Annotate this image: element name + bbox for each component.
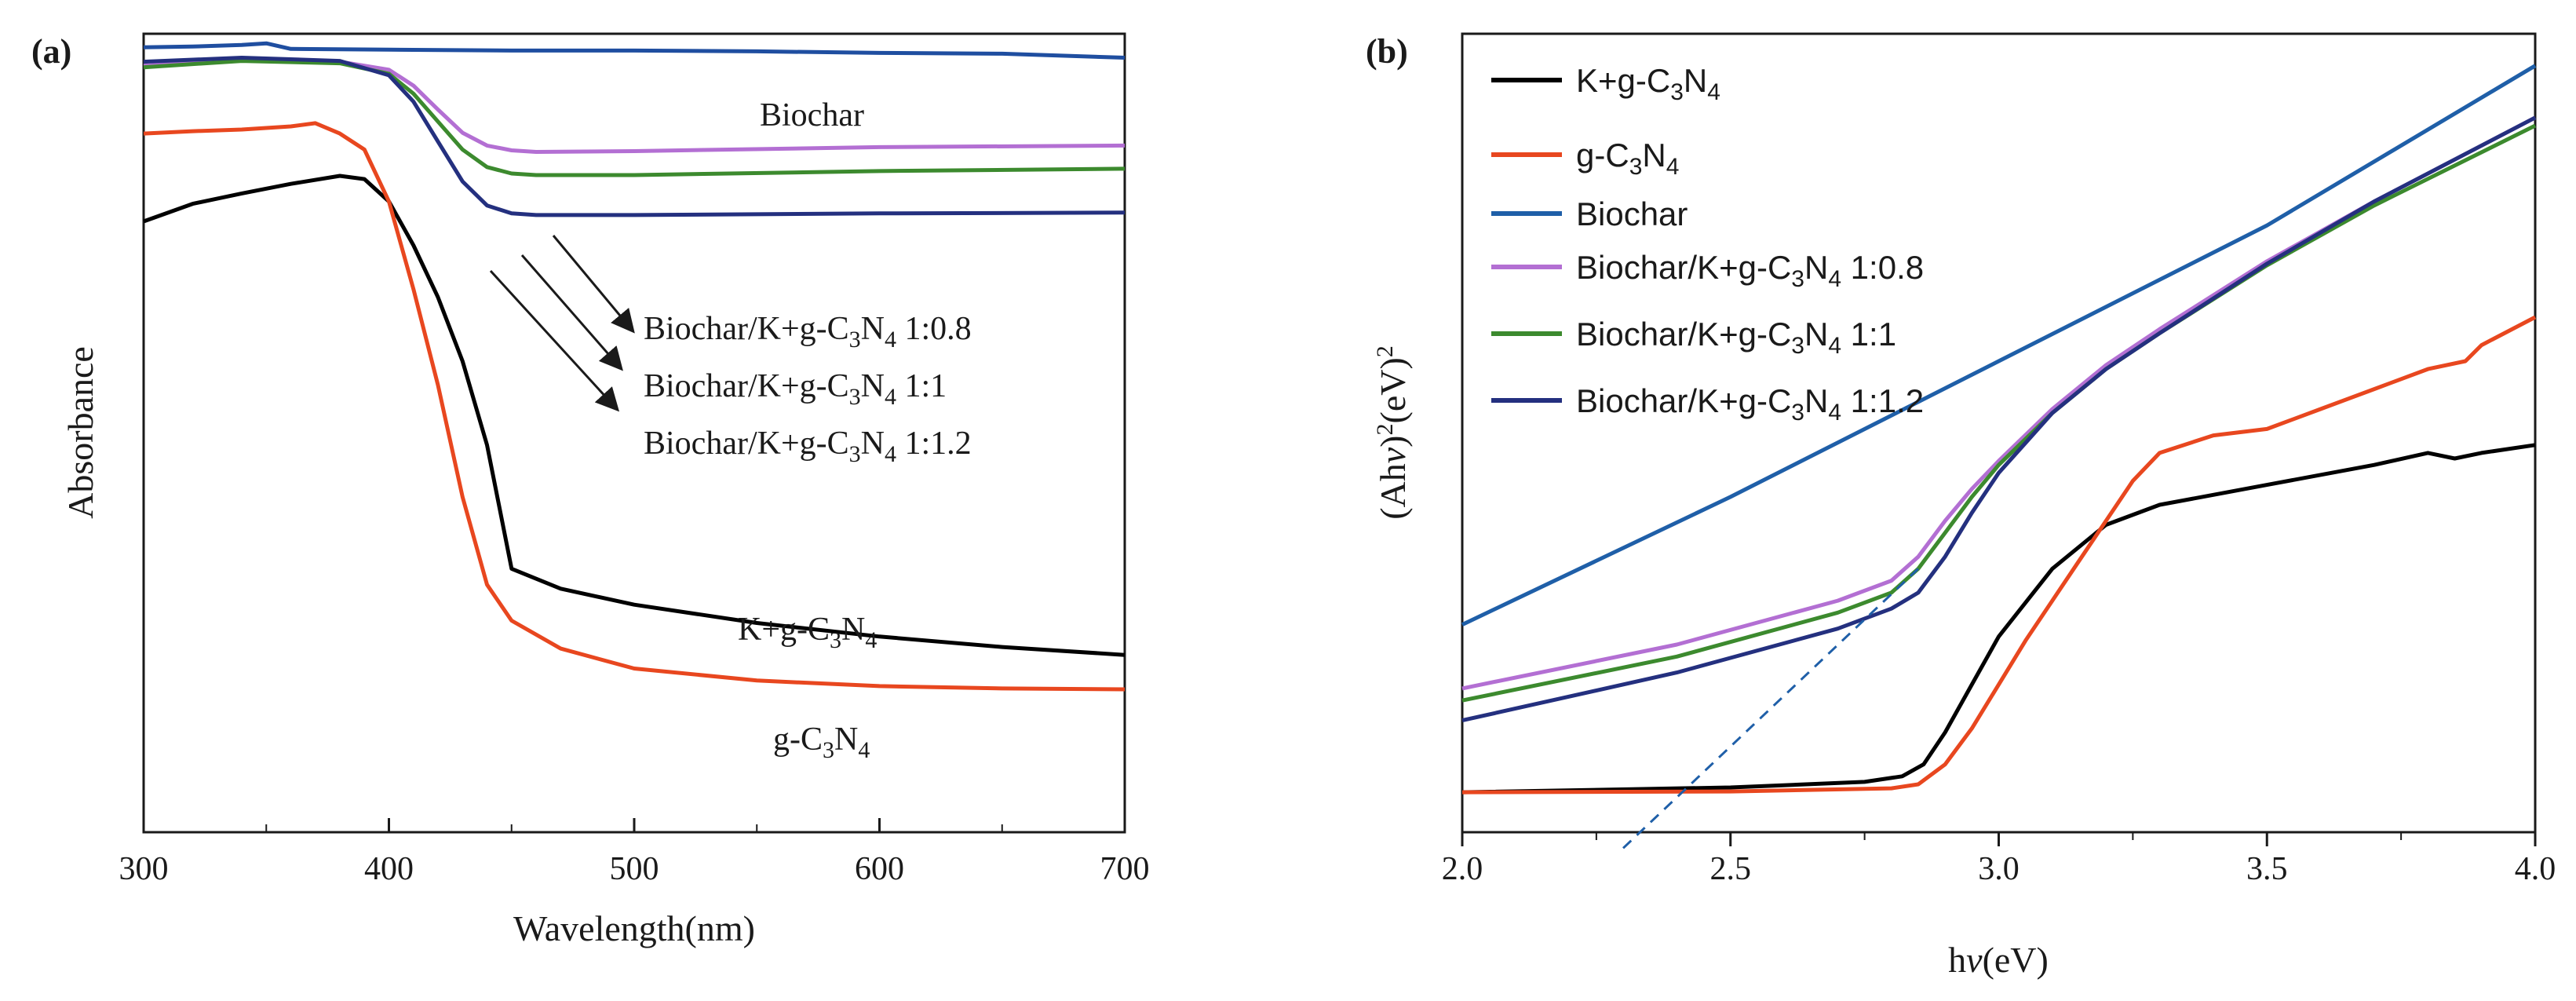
plot-a-frame [142, 32, 1126, 834]
plot-a-y-label: Absorbance [60, 346, 100, 519]
x-tick-label: 400 [364, 851, 414, 887]
legend-k-gcn: K+g-C3N4 [1576, 62, 1720, 105]
legend-ratio-1: Biochar/K+g-C3N4 1:1 [1576, 316, 1896, 359]
panel-a: (a) 300 400 500 600 700 Wavelength(nm) Absor… [31, 32, 1150, 948]
panel-a-label: (a) [31, 32, 71, 71]
series-line-b-3 [1461, 115, 2537, 691]
x-tick-label: 4.0 [2515, 851, 2556, 887]
x-tick-label: 2.5 [1710, 851, 1752, 887]
series-line-a-3 [143, 56, 1126, 217]
legend-gcn: g-C3N4 [1576, 137, 1679, 180]
plot-b-legend: K+g-C3N4 g-C3N4 Biochar Biochar/K+g-C3N4… [1491, 62, 1924, 426]
x-tick-label: 700 [1100, 851, 1150, 887]
series-line-b-2 [1461, 64, 2537, 627]
series-line-b-1 [1461, 315, 2537, 795]
anno-k-gcn: K+g-C3N4 [738, 612, 877, 653]
anno-ratio-1.2: Biochar/K+g-C3N4 1:1.2 [644, 426, 972, 467]
annotation-arrow-1 [520, 254, 623, 371]
x-tick-label: 2.0 [1442, 851, 1483, 887]
series-line-a-2 [143, 59, 1126, 177]
x-tick-label: 3.5 [2246, 851, 2288, 887]
anno-ratio-0.8: Biochar/K+g-C3N4 1:0.8 [644, 311, 972, 353]
x-tick-label: 3.0 [1978, 851, 2020, 887]
plot-a-x-ticks: 300 400 500 600 700 [119, 818, 1150, 887]
anno-gcn: g-C3N4 [773, 722, 870, 763]
plot-b-x-ticks: 2.0 2.5 3.0 3.5 4.0 [1442, 832, 2556, 887]
plot-b-series [1461, 64, 2537, 849]
panel-b-label: (b) [1366, 32, 1408, 71]
series-line-a-0 [143, 41, 1126, 60]
plot-a-arrows [489, 235, 635, 412]
annotation-arrow-2 [489, 269, 620, 412]
x-tick-label: 300 [119, 851, 169, 887]
x-tick-label: 500 [610, 851, 659, 887]
anno-biochar: Biochar [760, 97, 864, 133]
legend-ratio-0.8: Biochar/K+g-C3N4 1:0.8 [1576, 249, 1924, 292]
series-line-a-4 [143, 174, 1126, 657]
series-line-b-0 [1461, 443, 2536, 795]
plot-a-series [143, 41, 1126, 692]
tangent-line [1622, 568, 1920, 849]
legend-biochar: Biochar [1576, 195, 1688, 232]
plot-a-x-label: Wavelength(nm) [513, 908, 755, 948]
legend-ratio-1.2: Biochar/K+g-C3N4 1:1.2 [1576, 382, 1924, 426]
plot-b-y-label: (Ahv)2(eV)2 [1372, 345, 1413, 520]
series-line-b-5 [1461, 115, 2537, 723]
panel-b: (b) 2.0 2.5 3.0 3.5 4.0 hv(eV) (Ahv)2(eV)2 K… [1366, 32, 2556, 980]
plot-b-x-label: hv(eV) [1948, 940, 2049, 980]
series-line-a-5 [143, 121, 1126, 692]
annotation-arrow-0 [552, 235, 635, 334]
series-line-a-1 [143, 57, 1126, 154]
x-tick-label: 600 [855, 851, 904, 887]
anno-ratio-1: Biochar/K+g-C3N4 1:1 [644, 368, 947, 410]
